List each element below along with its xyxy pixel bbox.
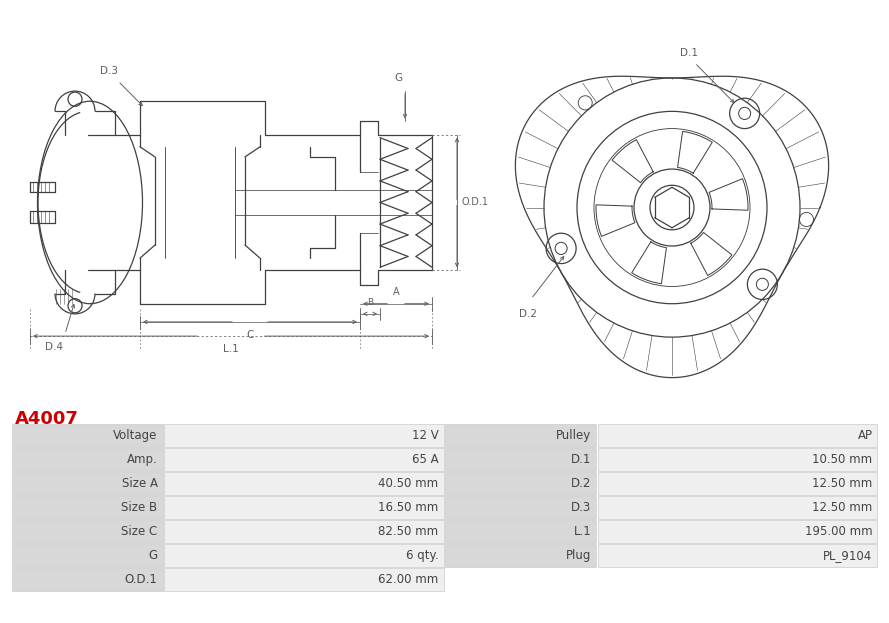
Text: O.D.1: O.D.1	[462, 197, 489, 207]
Bar	[445, 497, 597, 520]
Bar	[164, 472, 444, 495]
Text: AP: AP	[857, 429, 872, 442]
Text: 12.50 mm: 12.50 mm	[813, 477, 872, 490]
Text: Size B: Size B	[122, 502, 157, 515]
Text: 82.50 mm: 82.50 mm	[379, 525, 438, 538]
Text: 40.50 mm: 40.50 mm	[379, 477, 438, 490]
Bar	[445, 545, 597, 568]
Text: 62.00 mm: 62.00 mm	[379, 573, 438, 586]
Text: Amp.: Amp.	[127, 454, 157, 467]
Bar	[598, 497, 877, 520]
Text: 12.50 mm: 12.50 mm	[813, 502, 872, 515]
Text: 10.50 mm: 10.50 mm	[813, 454, 872, 467]
Text: D.4: D.4	[45, 342, 63, 352]
Bar	[12, 520, 163, 543]
Text: B: B	[367, 298, 373, 307]
Bar	[12, 568, 163, 591]
Text: D.3: D.3	[571, 502, 591, 515]
Text: L.1: L.1	[223, 344, 239, 354]
Bar	[164, 497, 444, 520]
Text: C: C	[246, 330, 253, 340]
Text: G: G	[148, 549, 157, 563]
Bar	[12, 424, 163, 447]
Bar	[164, 449, 444, 472]
Bar	[164, 520, 444, 543]
Text: Voltage: Voltage	[113, 429, 157, 442]
Text: D.1: D.1	[571, 454, 591, 467]
Text: D.2: D.2	[571, 477, 591, 490]
Text: D.2: D.2	[519, 309, 537, 319]
Bar	[598, 472, 877, 495]
Text: A4007: A4007	[14, 410, 78, 428]
Text: Plug: Plug	[566, 549, 591, 563]
Bar	[445, 449, 597, 472]
Text: 195.00 mm: 195.00 mm	[805, 525, 872, 538]
Text: G: G	[394, 73, 402, 83]
Text: 6 qty.: 6 qty.	[406, 549, 438, 563]
Text: 12 V: 12 V	[412, 429, 438, 442]
Bar	[445, 424, 597, 447]
Text: O.D.1: O.D.1	[124, 573, 157, 586]
Bar	[598, 520, 877, 543]
Text: 65 A: 65 A	[412, 454, 438, 467]
Text: L.1: L.1	[573, 525, 591, 538]
Bar	[598, 545, 877, 568]
Bar	[598, 424, 877, 447]
Text: Pulley: Pulley	[557, 429, 591, 442]
Bar	[12, 472, 163, 495]
Bar	[164, 424, 444, 447]
Bar	[12, 449, 163, 472]
Bar	[164, 568, 444, 591]
Bar	[12, 497, 163, 520]
Bar	[164, 545, 444, 568]
Bar	[12, 545, 163, 568]
Text: PL_9104: PL_9104	[823, 549, 872, 563]
Bar	[598, 449, 877, 472]
Text: Size C: Size C	[121, 525, 157, 538]
Text: Size A: Size A	[122, 477, 157, 490]
Text: A: A	[393, 287, 399, 297]
Bar	[445, 520, 597, 543]
Text: 16.50 mm: 16.50 mm	[379, 502, 438, 515]
Bar	[445, 472, 597, 495]
Text: D.1: D.1	[680, 48, 698, 58]
Text: D.3: D.3	[100, 66, 118, 76]
